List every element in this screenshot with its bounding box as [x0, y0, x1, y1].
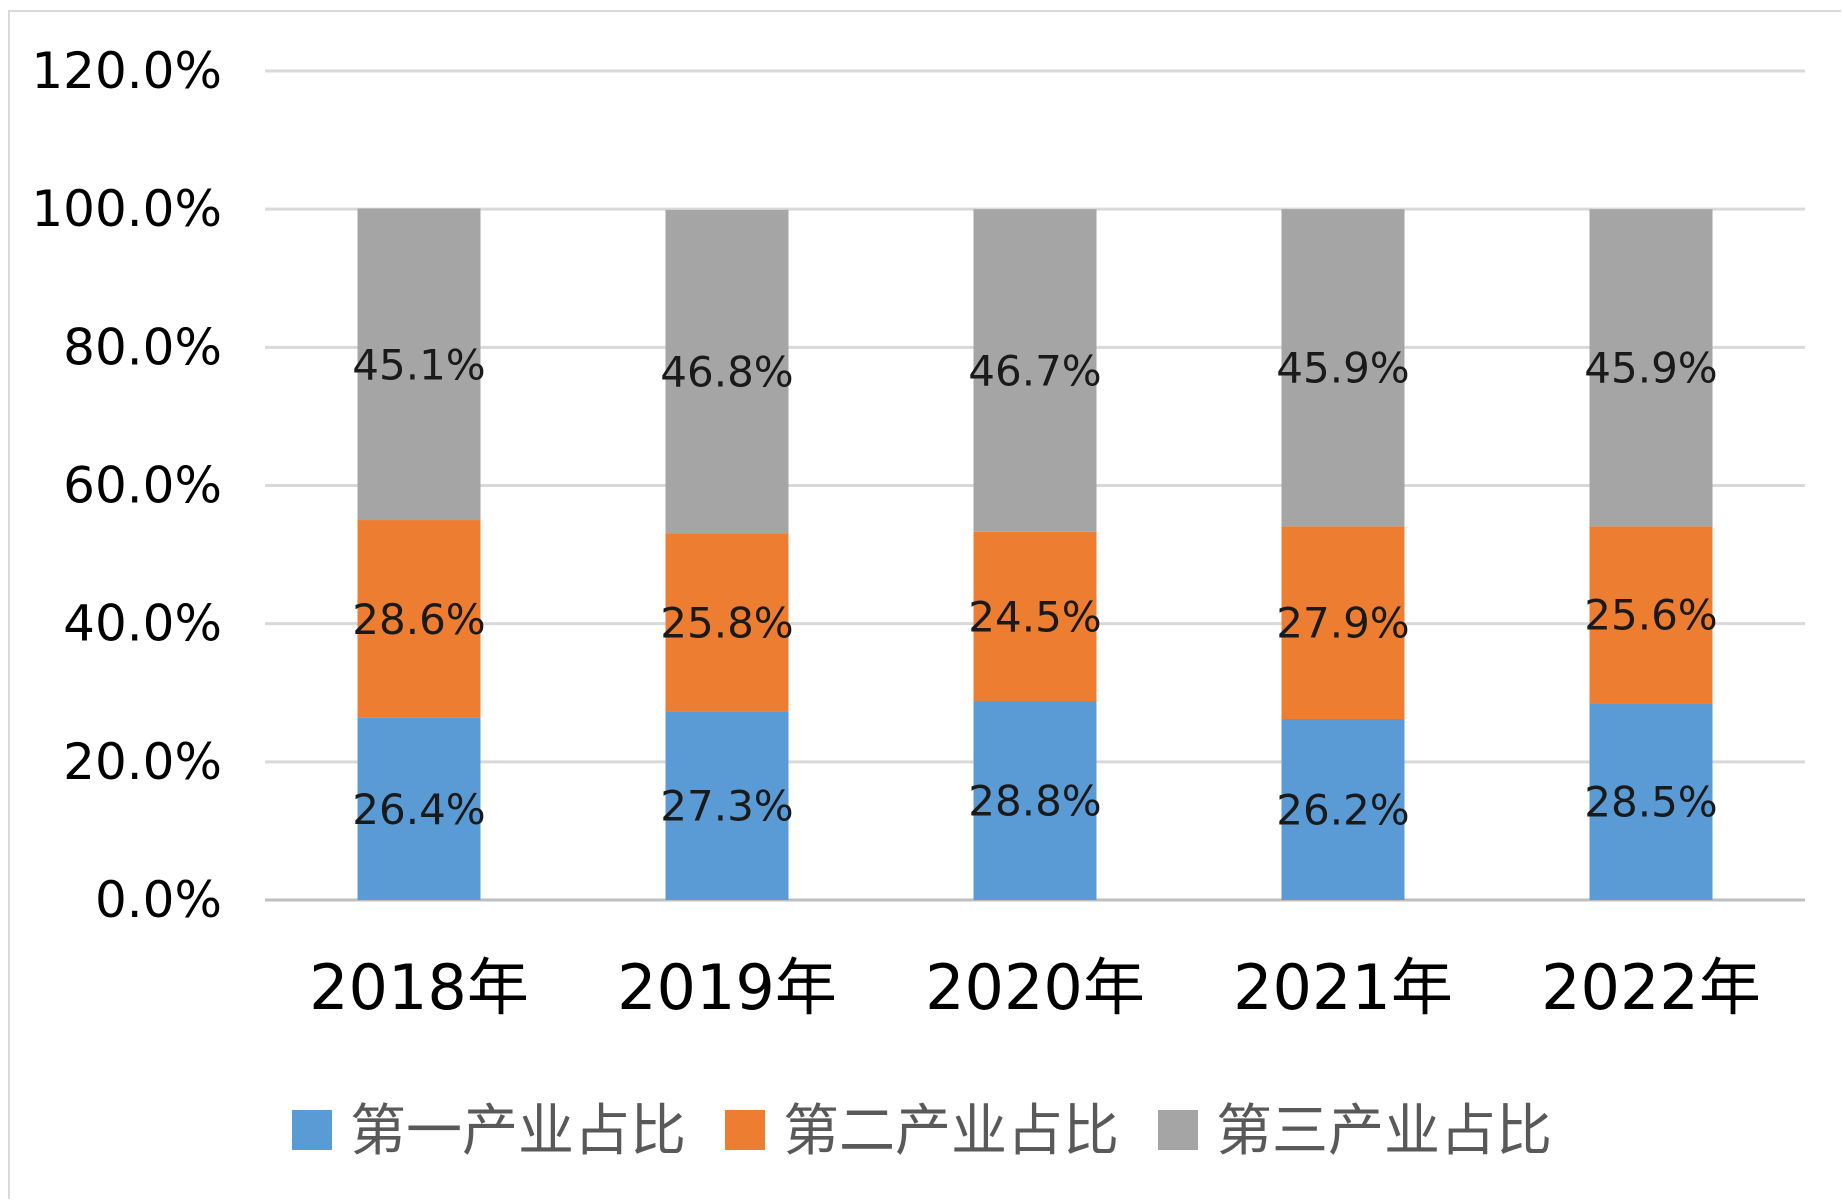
- bars: [357, 208, 1713, 900]
- y-tick-label: 40.0%: [63, 595, 222, 653]
- data-label: 28.8%: [968, 777, 1101, 826]
- data-label: 28.6%: [352, 595, 485, 644]
- x-tick-label: 2020年: [925, 951, 1145, 1024]
- legend-label: 第二产业占比: [783, 1099, 1119, 1164]
- data-label: 25.6%: [1584, 591, 1717, 640]
- bar-segment-series-3: [973, 209, 1097, 532]
- y-tick-label: 100.0%: [31, 180, 222, 238]
- data-label: 46.8%: [660, 348, 793, 397]
- x-tick-label: 2021年: [1233, 951, 1453, 1024]
- data-label: 27.3%: [660, 782, 793, 831]
- data-label: 45.9%: [1276, 344, 1409, 393]
- data-label: 26.2%: [1276, 786, 1409, 835]
- y-tick-label: 120.0%: [31, 42, 222, 100]
- bar-segment-series-1: [1589, 703, 1713, 900]
- legend-swatch: [1158, 1110, 1198, 1150]
- bar-segment-series-3: [665, 209, 789, 534]
- x-tick-label: 2019年: [617, 951, 837, 1024]
- x-axis-ticks: 2018年 2019年 2020年 2021年 2022年: [309, 951, 1761, 1024]
- bar-segment-series-1: [1281, 719, 1405, 900]
- bar-segment-series-2: [1589, 526, 1713, 704]
- bar-segment-series-1: [665, 711, 789, 900]
- y-tick-label: 80.0%: [63, 318, 222, 376]
- bar-segment-series-2: [665, 533, 789, 712]
- data-label: 28.5%: [1584, 778, 1717, 827]
- y-tick-label: 0.0%: [95, 871, 222, 929]
- legend-swatch: [292, 1110, 332, 1150]
- y-axis-ticks: 0.0% 20.0% 40.0% 60.0% 80.0% 100.0% 120.0%: [31, 42, 222, 929]
- data-labels: 26.4% 28.6% 45.1% 27.3% 25.8% 46.8% 28.8% 24.5%…: [352, 340, 1717, 834]
- bar-segment-series-2: [1281, 526, 1405, 720]
- x-tick-label: 2022年: [1541, 951, 1761, 1024]
- data-label: 45.1%: [352, 340, 485, 389]
- legend-swatch: [725, 1110, 765, 1150]
- chart-frame: [8, 10, 1841, 1199]
- bar-segment-series-3: [357, 208, 481, 521]
- bar-segment-series-3: [1281, 209, 1405, 527]
- y-tick-label: 20.0%: [63, 733, 222, 791]
- data-label: 24.5%: [968, 592, 1101, 641]
- bar-segment-series-2: [973, 531, 1097, 702]
- legend-label: 第一产业占比: [350, 1099, 686, 1164]
- legend-label: 第三产业占比: [1216, 1099, 1552, 1164]
- data-label: 27.9%: [1276, 599, 1409, 648]
- y-tick-label: 60.0%: [63, 457, 222, 515]
- legend: 第一产业占比 第二产业占比 第三产业占比: [292, 1099, 1552, 1164]
- data-label: 46.7%: [968, 346, 1101, 395]
- data-label: 25.8%: [660, 598, 793, 647]
- data-label: 26.4%: [352, 785, 485, 834]
- bar-segment-series-1: [973, 701, 1097, 900]
- bar-segment-series-3: [1589, 209, 1713, 527]
- x-tick-label: 2018年: [309, 951, 529, 1024]
- bar-segment-series-1: [357, 717, 481, 900]
- data-label: 45.9%: [1584, 344, 1717, 393]
- bar-segment-series-2: [357, 520, 481, 718]
